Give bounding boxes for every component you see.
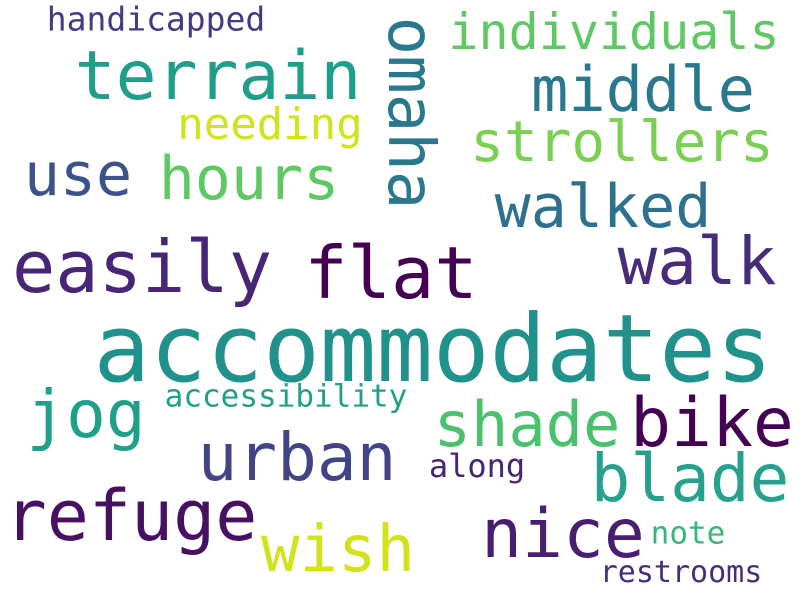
word-along: along <box>428 447 526 485</box>
word-nice: nice <box>481 495 645 574</box>
word-jog: jog <box>26 376 146 453</box>
word-bike: bike <box>630 384 794 463</box>
word-refuge: refuge <box>4 475 258 557</box>
word-individuals: individuals <box>448 3 780 61</box>
word-handicapped: handicapped <box>46 0 266 39</box>
word-wish: wish <box>260 513 416 587</box>
word-walk: walk <box>617 223 777 300</box>
word-shade: shade <box>433 388 621 461</box>
word-strollers: strollers <box>470 110 774 175</box>
word-needing: needing <box>177 99 363 150</box>
word-hours: hours <box>158 144 340 214</box>
word-accessibility: accessibility <box>164 378 408 415</box>
word-middle: middle <box>531 53 755 126</box>
word-omaha: omaha <box>373 16 447 210</box>
word-urban: urban <box>197 419 397 496</box>
word-easily: easily <box>11 225 273 309</box>
word-accommodates: accommodates <box>93 295 773 404</box>
word-flat: flat <box>304 231 478 315</box>
word-blade: blade <box>590 440 790 517</box>
word-note: note <box>650 515 726 552</box>
word-terrain: terrain <box>74 37 362 116</box>
word-use: use <box>23 140 133 210</box>
word-restrooms: restrooms <box>599 555 763 590</box>
word-walked: walked <box>494 172 712 242</box>
